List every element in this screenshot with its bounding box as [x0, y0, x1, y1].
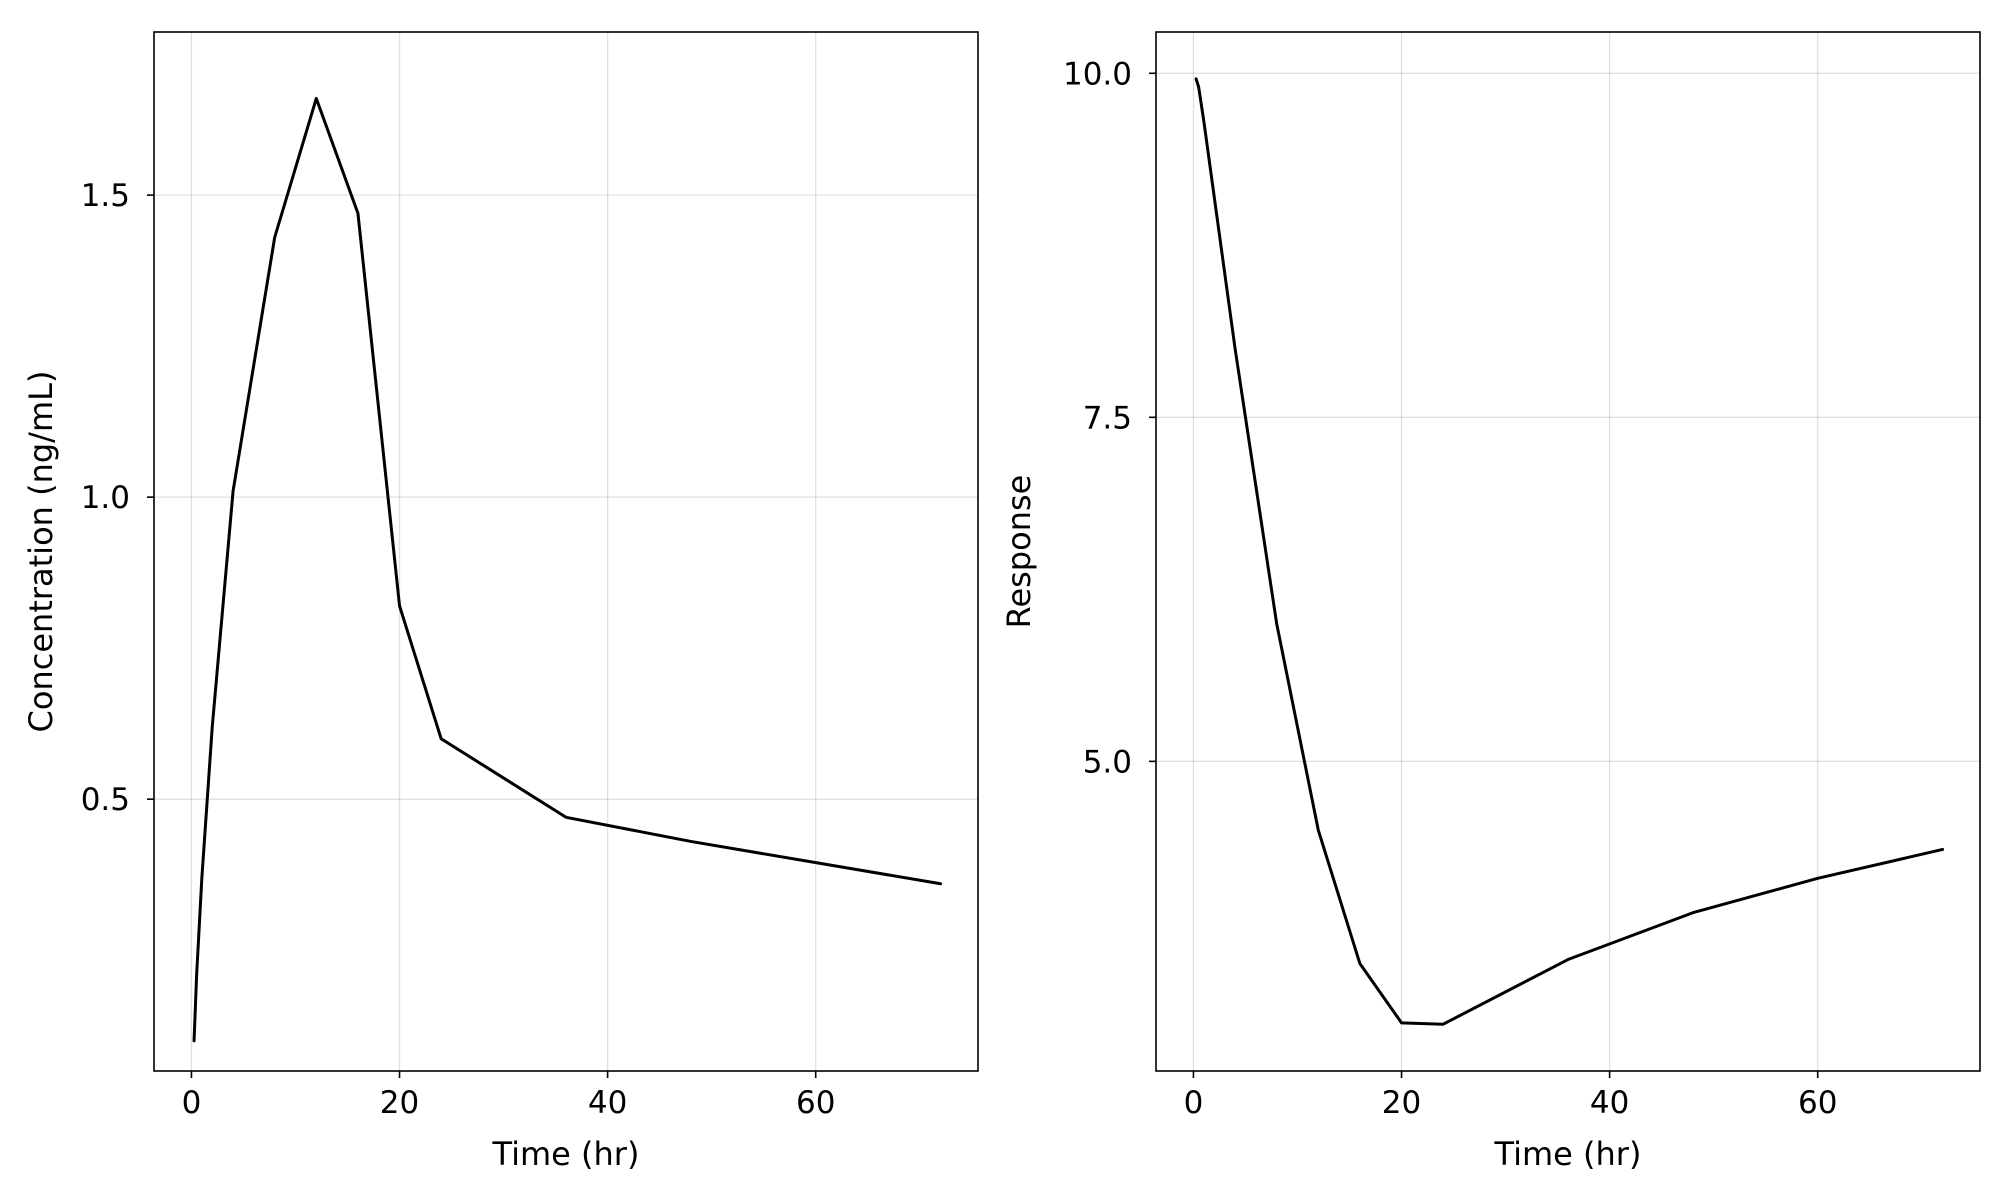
y-axis-label: Concentration (ng/mL)	[22, 371, 60, 733]
panel-2: 0 20 40 60 5.0 7.5 10.0 Time (hr) Response	[1000, 31, 1981, 1173]
x-tick-label: 0	[1184, 1085, 1204, 1121]
x-tick-label: 20	[1382, 1085, 1421, 1121]
x-axis-label: Time (hr)	[492, 1135, 640, 1173]
y-axis-label: Response	[1000, 475, 1038, 629]
x-tick-label: 40	[1590, 1085, 1629, 1121]
y-tick-label: 1.0	[81, 480, 130, 516]
x-axis-label: Time (hr)	[1494, 1135, 1642, 1173]
series-line	[192, 96, 943, 1043]
y-tick-label: 5.0	[1083, 744, 1132, 780]
panel-1: 0 20 40 60 0.5 1.0 1.5 Time (hr) Concentration (…	[22, 31, 979, 1173]
x-tick-label: 0	[182, 1085, 202, 1121]
plot-frame	[1155, 31, 1981, 1072]
y-tick-label: 10.0	[1063, 56, 1132, 92]
x-tick-label: 60	[1798, 1085, 1837, 1121]
y-tick-label: 7.5	[1083, 400, 1132, 436]
x-tick-label: 40	[588, 1085, 627, 1121]
x-tick-label: 60	[796, 1085, 835, 1121]
series-line	[1194, 77, 1945, 1026]
y-tick-label: 1.5	[81, 178, 130, 214]
y-tick-label: 0.5	[81, 782, 130, 818]
plot-frame	[153, 31, 979, 1072]
x-tick-label: 20	[380, 1085, 419, 1121]
